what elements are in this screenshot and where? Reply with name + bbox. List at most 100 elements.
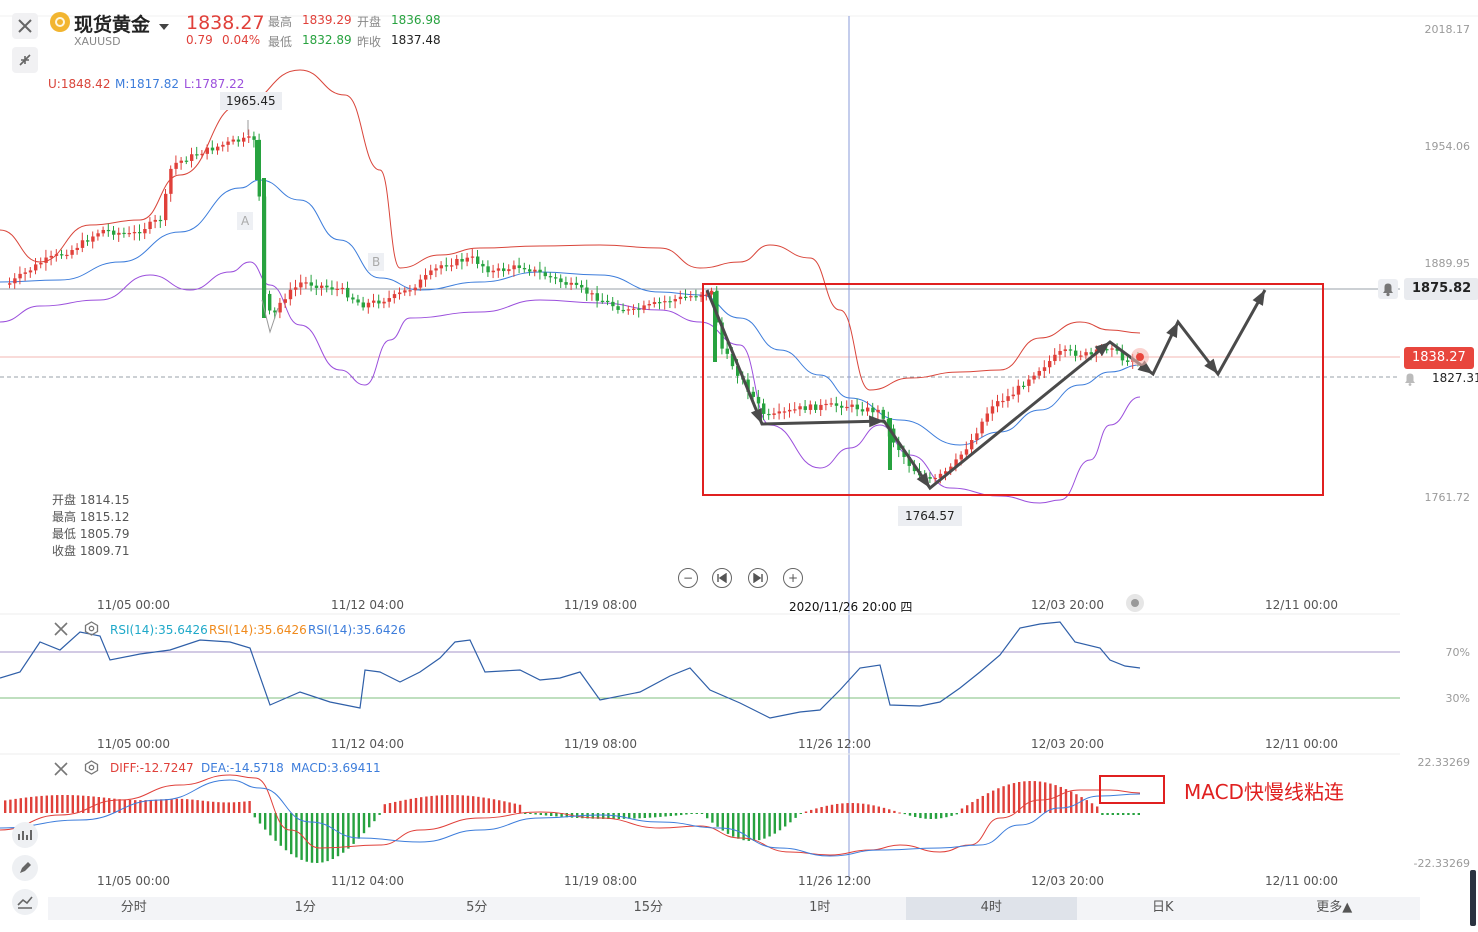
candle-body <box>507 269 511 272</box>
candle-body <box>205 147 209 154</box>
scrollbar[interactable] <box>1470 870 1476 926</box>
macd-bar <box>1101 813 1104 815</box>
collapse-button[interactable] <box>12 47 38 73</box>
open-label: 开盘 <box>357 15 382 29</box>
line-tool-button[interactable] <box>12 889 38 915</box>
tab-5[interactable]: 1时 <box>809 900 831 915</box>
candle-body <box>252 136 256 140</box>
macd-bar <box>30 796 33 813</box>
candle-body <box>8 283 12 285</box>
macd-bar <box>102 797 106 813</box>
macd-bar <box>253 813 256 818</box>
candle-body <box>907 456 911 466</box>
rsi-close-icon[interactable] <box>54 621 68 640</box>
rsi-settings-icon[interactable] <box>84 621 99 640</box>
macd-bar <box>503 801 506 813</box>
alert-price-tag[interactable]: 1827.31 <box>1432 371 1478 385</box>
minus-icon: − <box>682 571 694 585</box>
macd-close-icon[interactable] <box>54 761 68 780</box>
macd-settings-icon[interactable] <box>84 760 99 779</box>
tab-2[interactable]: 1分 <box>294 900 316 915</box>
event-marker-b[interactable]: B <box>368 253 385 271</box>
candle-body <box>278 302 282 313</box>
dropdown-caret-icon[interactable] <box>159 16 169 35</box>
instrument-title[interactable]: 现货黄金 <box>74 14 151 36</box>
draw-tool-button[interactable] <box>12 855 38 881</box>
macd-bar <box>539 813 542 816</box>
candle-body <box>1089 352 1093 355</box>
price-axis-label: 1954.06 <box>1424 140 1471 153</box>
macd-bar <box>680 813 683 816</box>
macd-bar <box>726 813 730 834</box>
macd-bar <box>238 801 241 813</box>
candle-body <box>902 450 906 457</box>
last-price: 1838.27 <box>186 12 265 34</box>
macd-bar <box>555 813 558 817</box>
macd-bar <box>659 813 662 817</box>
zoom-in-button[interactable]: + <box>783 568 803 588</box>
macd-bar <box>1033 781 1036 813</box>
scroll-end-button[interactable] <box>748 568 768 588</box>
candle-body <box>424 275 428 280</box>
indicator-tool-button[interactable] <box>12 822 38 848</box>
macd-bar <box>903 813 906 815</box>
macd-bar <box>685 813 688 815</box>
candle-body <box>1074 350 1078 356</box>
candle-body <box>1126 360 1130 362</box>
macd-bar <box>404 799 407 813</box>
macd-bar <box>804 811 808 813</box>
candle-body <box>756 396 761 404</box>
zoom-out-button[interactable]: − <box>678 568 698 588</box>
tab-1[interactable]: 分时 <box>120 900 147 915</box>
ohlc-row: 最高 1815.12 <box>52 510 130 524</box>
candle-body <box>132 232 137 234</box>
close-button[interactable] <box>12 13 38 39</box>
tab-7[interactable]: 日K <box>1151 900 1174 915</box>
candle-body <box>80 240 85 248</box>
arrow-head <box>750 408 762 424</box>
candle-body <box>153 219 157 222</box>
event-marker-a[interactable]: A <box>237 212 254 230</box>
alert-bell-icon[interactable] <box>1400 368 1420 392</box>
time-axis-label: 11/12 04:00 <box>331 598 404 612</box>
candle-body <box>673 299 677 302</box>
tab-6[interactable]: 4时 <box>905 897 1077 920</box>
macd-bar <box>300 813 303 860</box>
candle-body <box>18 273 22 279</box>
macd-bar <box>758 813 761 841</box>
candle-body <box>86 240 90 242</box>
macd-axis-label: 22.33269 <box>1417 756 1471 769</box>
macd-bar <box>648 813 652 818</box>
macd-bar <box>50 795 54 813</box>
skip-forward-icon <box>753 573 763 583</box>
candle-body <box>39 262 43 265</box>
bell-icon[interactable] <box>1378 279 1398 303</box>
settings-dot-icon[interactable] <box>1126 594 1144 612</box>
candle-body <box>439 265 443 269</box>
macd-bar <box>664 813 667 817</box>
candle-body <box>720 322 724 349</box>
line-price-tag[interactable]: 1875.82 <box>1404 278 1478 300</box>
tab-4[interactable]: 15分 <box>633 900 664 915</box>
tab-3[interactable]: 5分 <box>466 900 488 915</box>
candle-body <box>169 168 173 194</box>
tab-8[interactable]: 更多▲ <box>1316 900 1353 915</box>
arrow-head <box>868 415 884 428</box>
candle-body <box>996 401 1000 407</box>
candle-body <box>491 270 495 273</box>
macd-bar <box>877 806 880 813</box>
candle-body <box>866 407 870 412</box>
macd-bar <box>830 804 834 813</box>
macd-bar <box>232 802 236 813</box>
candle-body <box>361 302 365 308</box>
candle-body <box>91 236 95 242</box>
candle-body <box>101 229 105 234</box>
macd-bar <box>82 795 85 813</box>
macd-bar <box>919 813 922 819</box>
candle-body <box>814 404 818 410</box>
candle-body <box>689 296 693 298</box>
candle-body <box>736 366 740 376</box>
macd-bar <box>92 796 95 813</box>
scroll-start-button[interactable] <box>712 568 732 588</box>
